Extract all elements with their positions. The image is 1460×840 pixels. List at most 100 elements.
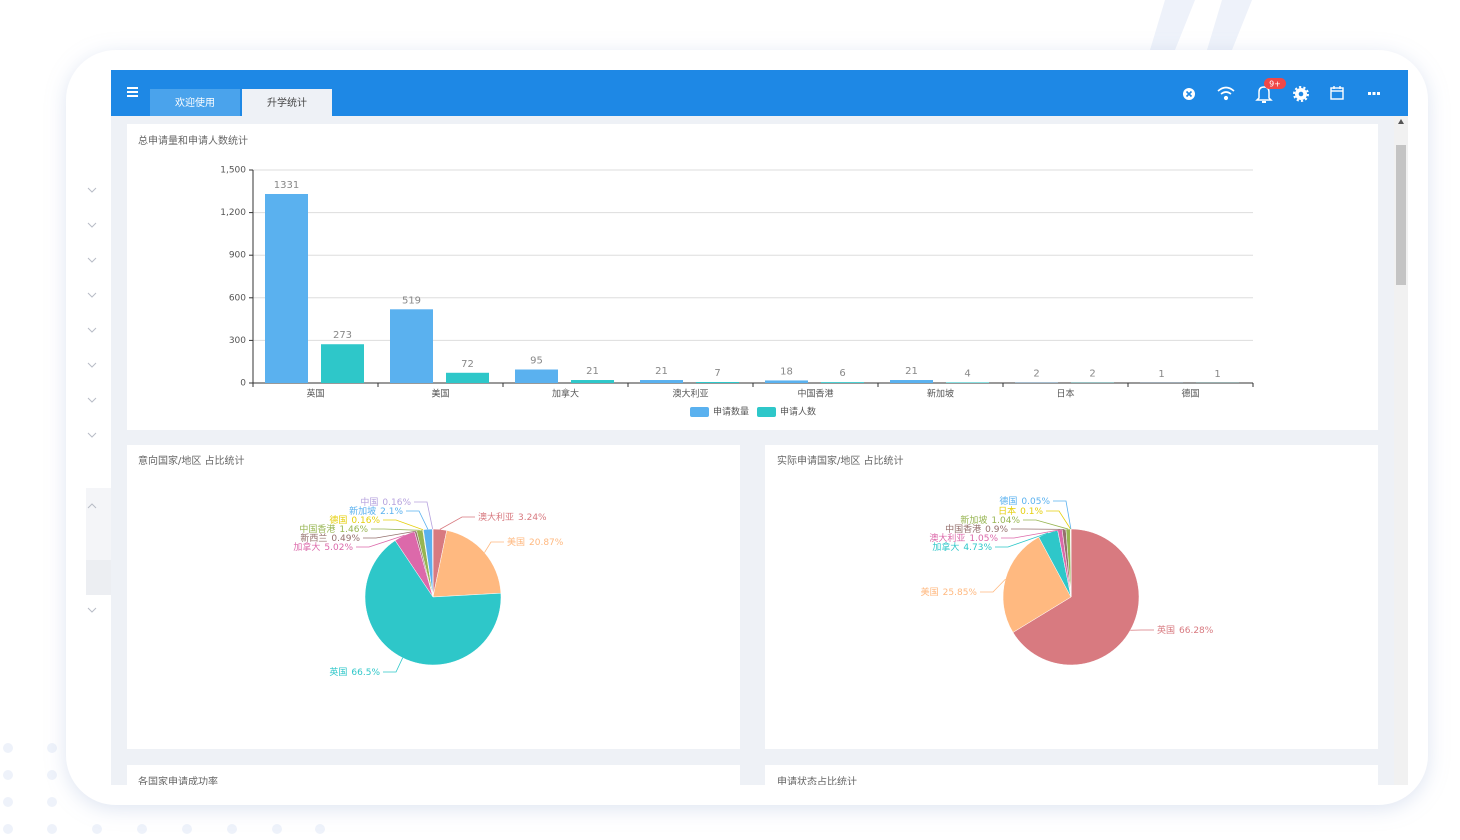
pie-label: 德国 0.16% bbox=[329, 514, 380, 526]
bar bbox=[446, 372, 489, 383]
legend-label: 申请数量 bbox=[713, 406, 749, 418]
pie-slice bbox=[432, 530, 502, 598]
bar bbox=[640, 380, 683, 383]
pie-label-value: 20.87% bbox=[529, 538, 564, 548]
label-line bbox=[980, 578, 1006, 593]
tab-label[interactable]: 欢迎使用 bbox=[175, 96, 215, 109]
y-tick-label: 0 bbox=[240, 379, 246, 389]
panel bbox=[127, 765, 740, 785]
bar-value-label: 7 bbox=[714, 368, 720, 379]
pie-label: 美国 25.85% bbox=[921, 586, 978, 598]
label-line bbox=[1001, 529, 1060, 539]
bar-value-label: 21 bbox=[905, 366, 918, 377]
pie-label: 加拿大 4.73% bbox=[932, 541, 992, 553]
tab-active[interactable] bbox=[242, 89, 332, 116]
pie-label-value: 1.05% bbox=[969, 534, 998, 544]
label-line bbox=[383, 519, 424, 531]
bar bbox=[265, 193, 308, 383]
pie-label: 澳大利亚 1.05% bbox=[929, 532, 998, 544]
pie-label-value: 0.49% bbox=[331, 534, 360, 544]
bar-value-label: 21 bbox=[655, 366, 668, 377]
tab[interactable] bbox=[150, 89, 240, 116]
pie-label-value: 5.02% bbox=[324, 543, 353, 553]
label-line bbox=[414, 501, 434, 530]
bar-value-label: 2 bbox=[1089, 369, 1095, 380]
close-icon[interactable] bbox=[1183, 88, 1195, 100]
more-icon[interactable] bbox=[1368, 92, 1380, 95]
pie-label-name: 英国 bbox=[1157, 624, 1175, 636]
bar-value-label: 2 bbox=[1033, 369, 1039, 380]
pie-slice bbox=[1012, 528, 1140, 666]
pie-label-value: 66.5% bbox=[351, 668, 380, 678]
charts: 03006009001,2001,500英国1331273美国51972加拿大9… bbox=[220, 166, 1254, 678]
panel-title: 实际申请国家/地区 占比统计 bbox=[777, 454, 904, 467]
pie-label: 澳大利亚 3.24% bbox=[478, 511, 547, 523]
pie-label-name: 加拿大 bbox=[293, 541, 320, 553]
label-line bbox=[371, 528, 420, 531]
label-line bbox=[356, 534, 405, 548]
pie-label-name: 澳大利亚 bbox=[478, 511, 514, 523]
bar-value-label: 95 bbox=[530, 356, 543, 367]
app-window: 欢迎使用 升学统计 9+ 总申请量和申请人数统计 意向国家/地区 占比统计 实际… bbox=[111, 70, 1408, 788]
y-tick-label: 1,200 bbox=[220, 208, 246, 218]
pie-slice bbox=[1002, 536, 1072, 633]
panel-title: 各国家申请成功率 bbox=[138, 775, 218, 788]
x-tick-label: 日本 bbox=[1056, 388, 1074, 400]
y-tick-label: 1,500 bbox=[220, 166, 246, 176]
pie-label-name: 英国 bbox=[329, 666, 347, 678]
pie-label-name: 德国 bbox=[329, 514, 347, 526]
wifi-icon[interactable] bbox=[1217, 86, 1235, 101]
pie-label-value: 3.24% bbox=[518, 513, 547, 523]
label-line bbox=[406, 510, 429, 530]
label-line bbox=[995, 532, 1049, 548]
bar-value-label: 273 bbox=[333, 330, 352, 341]
panel-title: 申请状态占比统计 bbox=[777, 775, 857, 788]
bar bbox=[515, 369, 558, 383]
pie-label: 英国 66.5% bbox=[329, 666, 380, 678]
pie-label: 新加坡 1.04% bbox=[960, 514, 1020, 526]
calendar-icon[interactable] bbox=[1330, 86, 1344, 100]
label-line bbox=[363, 530, 416, 539]
scrollbar-thumb[interactable] bbox=[1396, 145, 1406, 285]
pie-label-name: 中国香港 bbox=[945, 523, 981, 535]
bar-value-label: 6 bbox=[839, 368, 845, 379]
bar bbox=[571, 380, 614, 383]
y-tick-label: 900 bbox=[229, 251, 246, 261]
bar-value-label: 21 bbox=[586, 366, 599, 377]
bar-value-label: 1 bbox=[1214, 369, 1220, 380]
pie-label: 新加坡 2.1% bbox=[349, 505, 403, 517]
pie-label-value: 0.9% bbox=[985, 525, 1008, 535]
x-tick-label: 德国 bbox=[1181, 388, 1199, 400]
panel-title: 总申请量和申请人数统计 bbox=[138, 134, 248, 147]
y-tick-label: 300 bbox=[229, 336, 246, 346]
label-line bbox=[383, 657, 404, 673]
label-line bbox=[439, 516, 475, 530]
bar bbox=[890, 380, 933, 383]
pie-label-name: 美国 bbox=[921, 586, 939, 598]
bar-value-label: 519 bbox=[402, 295, 421, 306]
bell-icon[interactable]: 9+ bbox=[1255, 78, 1286, 103]
x-tick-label: 美国 bbox=[431, 388, 449, 400]
pie-label: 英国 66.28% bbox=[1157, 624, 1214, 636]
label-line bbox=[484, 541, 504, 553]
pie-label-value: 0.1% bbox=[1020, 507, 1043, 517]
bar bbox=[946, 382, 989, 383]
pie-label-name: 新西兰 bbox=[300, 532, 327, 544]
pie-label-value: 0.05% bbox=[1021, 497, 1050, 507]
sidebar bbox=[86, 187, 111, 613]
settings-icon[interactable] bbox=[1293, 86, 1309, 102]
pie-slice bbox=[364, 540, 502, 666]
bar bbox=[765, 380, 808, 383]
x-tick-label: 新加坡 bbox=[927, 388, 954, 400]
tab-label[interactable]: 升学统计 bbox=[267, 96, 307, 109]
pie-label-name: 新加坡 bbox=[349, 505, 376, 517]
panel bbox=[765, 765, 1378, 785]
legend-swatch bbox=[690, 407, 709, 417]
bar-value-label: 18 bbox=[780, 366, 793, 377]
pie-label-name: 德国 bbox=[999, 495, 1017, 507]
bar bbox=[821, 382, 864, 383]
menu-button[interactable] bbox=[127, 87, 138, 97]
pie-label-name: 中国香港 bbox=[299, 523, 335, 535]
pie-label: 日本 0.1% bbox=[998, 505, 1043, 517]
